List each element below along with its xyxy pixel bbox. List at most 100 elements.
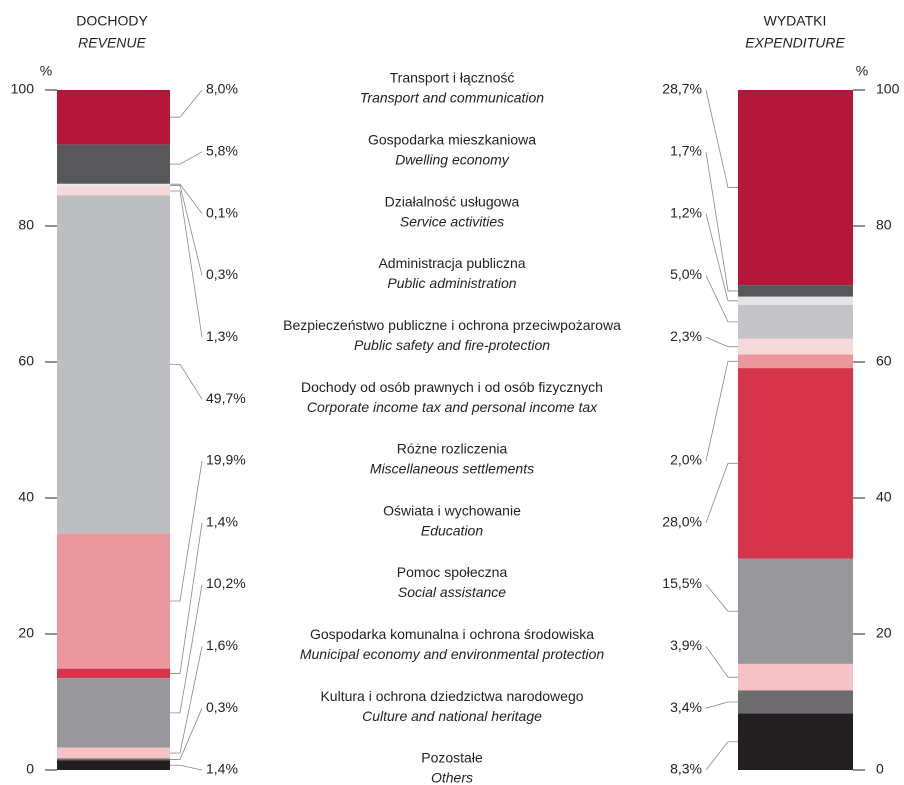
y-tick-label: 80 <box>18 217 34 233</box>
bar-segment <box>738 285 853 297</box>
category-label-en: Social assistance <box>398 584 506 600</box>
bar-segment <box>738 663 853 691</box>
expenditure-title: WYDATKI <box>764 13 827 29</box>
y-tick-label: 40 <box>18 489 34 505</box>
value-label: 1,3% <box>206 328 238 344</box>
leader-line <box>170 185 203 276</box>
category-label-en: Transport and communication <box>360 90 544 106</box>
value-label: 1,4% <box>206 513 238 529</box>
category-label: Administracja publiczna <box>378 255 525 271</box>
bar-segment <box>57 184 170 187</box>
y2-tick-label: 80 <box>876 217 892 233</box>
leader-line <box>170 522 203 674</box>
leader-line <box>170 460 203 602</box>
category-label-en: Culture and national heritage <box>362 708 542 724</box>
y-unit: % <box>40 63 52 79</box>
y-tick-label: 0 <box>26 761 34 777</box>
leader-line <box>705 275 738 323</box>
leader-line <box>705 360 738 461</box>
bar-segment <box>57 195 170 534</box>
value-label: 10,2% <box>206 575 246 591</box>
value-label: 5,0% <box>670 266 702 282</box>
bar-segment <box>738 338 853 355</box>
y2-tick-label: 100 <box>876 81 900 97</box>
y2-tick-label: 60 <box>876 353 892 369</box>
value-label: 8,0% <box>206 81 238 97</box>
category-label-en: Corporate income tax and personal income… <box>307 399 598 415</box>
value-label: 1,2% <box>670 204 702 220</box>
category-label: Gospodarka mieszkaniowa <box>368 132 536 148</box>
leader-line <box>705 213 738 302</box>
leader-line <box>170 183 203 214</box>
value-label: 0,1% <box>206 204 238 220</box>
expenditure-title-en: EXPENDITURE <box>745 35 845 51</box>
leader-line <box>705 646 738 678</box>
bar-segment <box>738 558 853 664</box>
leader-line <box>705 701 738 709</box>
bar-segment <box>738 690 853 714</box>
bar-segment <box>738 90 853 286</box>
value-label: 28,0% <box>662 513 702 529</box>
y2-tick-label: 40 <box>876 489 892 505</box>
category-label-en: Service activities <box>400 213 504 229</box>
value-label: 3,9% <box>670 637 702 653</box>
value-label: 1,7% <box>670 143 702 159</box>
value-label: 19,9% <box>206 452 246 468</box>
value-label: 15,5% <box>662 575 702 591</box>
leader-line <box>705 584 738 612</box>
y-tick-label: 60 <box>18 353 34 369</box>
leader-line <box>705 741 738 771</box>
y2-tick-label: 0 <box>876 761 884 777</box>
category-label-en: Education <box>421 522 483 538</box>
leader-line <box>705 336 738 348</box>
value-label: 0,3% <box>206 699 238 715</box>
bar-segment <box>57 183 170 185</box>
bar-segment <box>57 678 170 748</box>
value-label: 1,6% <box>206 637 238 653</box>
category-label-en: Dwelling economy <box>395 152 510 168</box>
category-label-en: Municipal economy and environmental prot… <box>300 646 604 662</box>
leader-line <box>170 89 203 118</box>
category-label: Pomoc społeczna <box>397 564 508 580</box>
bar-segment <box>57 668 170 679</box>
bar-segment <box>738 713 853 770</box>
category-label: Różne rozliczenia <box>397 441 508 457</box>
bar-segment <box>57 144 170 184</box>
leader-line <box>170 584 203 714</box>
value-label: 0,3% <box>206 266 238 282</box>
leader-line <box>170 646 203 754</box>
leader-line <box>170 764 203 771</box>
value-label: 2,0% <box>670 452 702 468</box>
bar-segment <box>57 760 170 770</box>
category-label-en: Public safety and fire-protection <box>354 337 550 353</box>
value-label: 5,8% <box>206 143 238 159</box>
category-label-en: Others <box>431 770 473 785</box>
leader-line <box>705 89 738 188</box>
leader-line <box>170 151 203 165</box>
y-tick-label: 20 <box>18 625 34 641</box>
category-label-en: Public administration <box>387 275 516 291</box>
value-label: 3,4% <box>670 699 702 715</box>
bar-segment <box>738 296 853 305</box>
category-label: Transport i łączność <box>390 70 515 86</box>
leader-line <box>170 708 203 760</box>
value-label: 8,3% <box>670 761 702 777</box>
category-label: Pozostałe <box>421 750 483 766</box>
bar-segment <box>738 368 853 559</box>
category-label: Kultura i ochrona dziedzictwa narodowego <box>320 688 583 704</box>
bar-segment <box>57 90 170 145</box>
value-label: 49,7% <box>206 390 246 406</box>
y2-unit: % <box>856 63 868 79</box>
category-label: Działalność usługowa <box>385 193 520 209</box>
value-label: 1,4% <box>206 761 238 777</box>
leader-line <box>170 363 203 400</box>
leader-line <box>705 462 738 523</box>
revenue-title-en: REVENUE <box>78 35 146 51</box>
category-label: Gospodarka komunalna i ochrona środowisk… <box>310 626 594 642</box>
category-label-en: Miscellaneous settlements <box>370 461 534 477</box>
category-label: Dochody od osób prawnych i od osób fizyc… <box>301 379 603 395</box>
bar-segment <box>57 186 170 196</box>
value-label: 2,3% <box>670 328 702 344</box>
value-label: 28,7% <box>662 81 702 97</box>
